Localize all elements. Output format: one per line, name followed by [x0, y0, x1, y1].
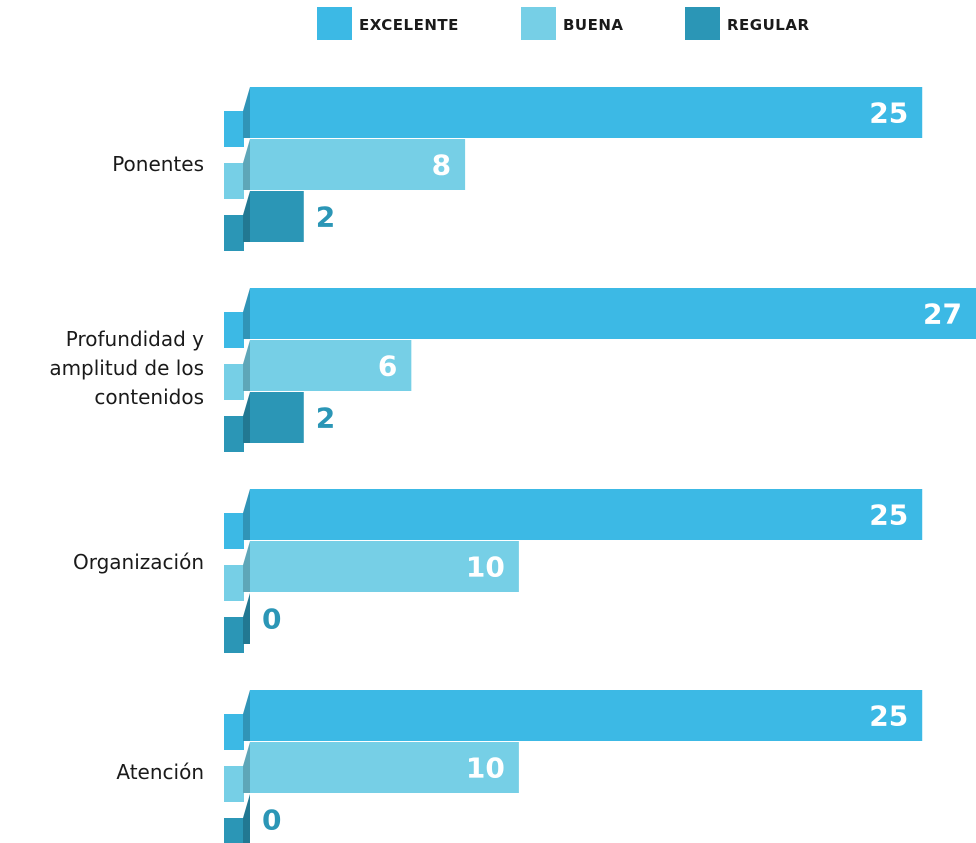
bar-bevel [243, 489, 250, 540]
bar-bevel [243, 288, 250, 339]
legend-label: EXCELENTE [359, 16, 459, 34]
bar-side-face [224, 565, 244, 601]
bar-side-face [224, 766, 244, 802]
data-label: 25 [869, 700, 908, 733]
bar-bevel [243, 191, 250, 242]
legend-swatch [521, 7, 556, 40]
data-label: 10 [466, 752, 505, 785]
bar-bevel [243, 742, 250, 793]
bar-side-face [224, 163, 244, 199]
legend-item-regular: REGULAR [685, 7, 810, 40]
bar-buena [250, 541, 519, 592]
bar-groups: Ponentes 25 8 2 Profundidad y amplitud de los… [49, 87, 976, 843]
data-label: 25 [869, 97, 908, 130]
bar-side-face [224, 111, 244, 147]
legend-item-buena: BUENA [521, 7, 624, 40]
bar-excelente [250, 690, 923, 741]
bar-side-face [224, 714, 244, 750]
legend-swatch [685, 7, 720, 40]
data-label: 25 [869, 499, 908, 532]
bar-excelente [250, 87, 923, 138]
bar-side-face [224, 312, 244, 348]
category-label: Atención [116, 760, 204, 784]
bar-excelente [250, 288, 976, 339]
bar-regular [250, 191, 304, 242]
data-label: 8 [432, 149, 451, 182]
bar-side-face [224, 215, 244, 251]
bar-side-face [224, 818, 244, 843]
category-label: Ponentes [112, 152, 204, 176]
bar-bevel [243, 340, 250, 391]
bar-bevel [243, 690, 250, 741]
category-label: contenidos [94, 385, 204, 409]
data-label: 6 [378, 350, 397, 383]
bar-side-face [224, 617, 244, 653]
bar-bevel [243, 541, 250, 592]
category-label: amplitud de los [49, 356, 204, 380]
legend-swatch [317, 7, 352, 40]
data-label: 0 [262, 804, 281, 837]
bar-group: Ponentes 25 8 2 [112, 87, 923, 251]
bar-bevel [243, 392, 250, 443]
bar-group: Organización 25 10 0 [73, 489, 923, 653]
data-label: 2 [316, 201, 335, 234]
bar-buena [250, 139, 466, 190]
bar-group: Profundidad y amplitud de los contenidos 27… [49, 288, 976, 452]
data-label: 2 [316, 402, 335, 435]
legend-label: BUENA [563, 16, 624, 34]
legend: EXCELENTE BUENA REGULAR [317, 7, 810, 40]
bar-bevel [243, 139, 250, 190]
bar-buena [250, 742, 519, 793]
bar-excelente [250, 489, 923, 540]
bar-side-face [224, 364, 244, 400]
data-label: 0 [262, 603, 281, 636]
bar-bevel [243, 87, 250, 138]
legend-label: REGULAR [727, 16, 810, 34]
bar-side-face [224, 416, 244, 452]
data-label: 27 [923, 298, 962, 331]
category-label: Organización [73, 550, 204, 574]
legend-item-excelente: EXCELENTE [317, 7, 459, 40]
bar-bevel [243, 794, 250, 843]
bar-regular [250, 392, 304, 443]
data-label: 10 [466, 551, 505, 584]
category-label: Profundidad y [66, 327, 204, 351]
bar-group: Atención 25 10 0 [116, 690, 923, 843]
bar-bevel [243, 593, 250, 644]
bar-side-face [224, 513, 244, 549]
bar-buena [250, 340, 412, 391]
